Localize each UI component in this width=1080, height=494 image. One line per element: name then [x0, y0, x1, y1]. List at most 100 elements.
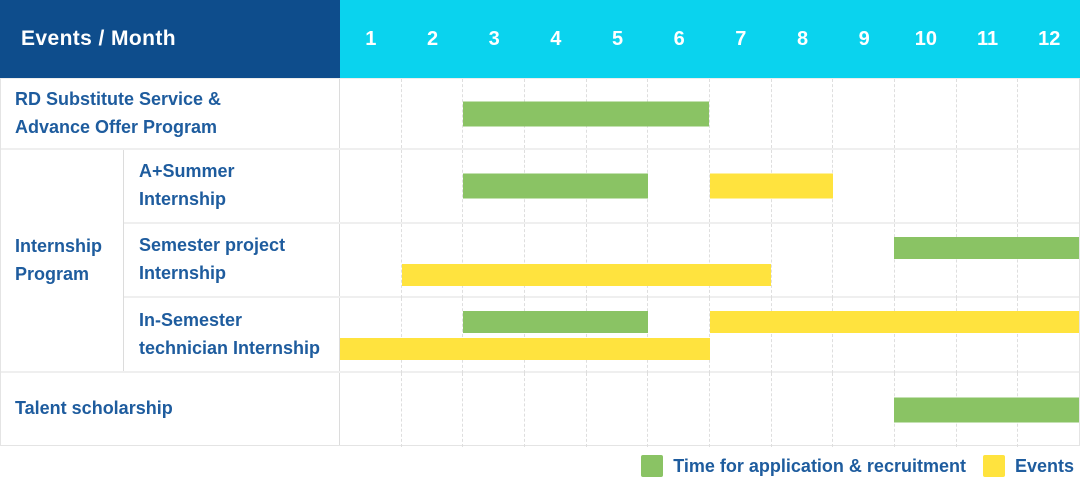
month-column	[770, 373, 833, 447]
month-column	[462, 298, 524, 373]
month-column	[770, 224, 833, 298]
month-column	[955, 224, 1018, 298]
month-column	[770, 79, 833, 148]
month-column	[894, 224, 956, 298]
group-label-internship-program: Internship Program	[1, 150, 124, 371]
month-column	[709, 298, 771, 373]
month-column	[832, 224, 894, 298]
month-column	[1017, 298, 1079, 373]
legend-swatch-event	[982, 455, 1005, 477]
month-column	[340, 79, 401, 148]
month-column	[400, 373, 463, 447]
month-column	[647, 373, 709, 447]
legend-item-event: Events	[982, 455, 1074, 477]
chart-area-talent-scholarship	[340, 373, 1079, 447]
event-bar	[401, 264, 772, 286]
month-grid	[340, 79, 1079, 148]
month-column	[585, 298, 648, 373]
month-column	[647, 298, 709, 373]
row-semester-project-internship: Semester project Internship	[124, 222, 1079, 298]
event-bar	[709, 173, 833, 199]
month-column	[647, 150, 709, 222]
month-column	[462, 373, 524, 447]
legend-swatch-application	[641, 455, 664, 477]
application-bar	[894, 237, 1079, 259]
month-label-12: 12	[1038, 27, 1061, 50]
chart-area-in-semester-technician-internship	[340, 298, 1079, 373]
month-label-11: 11	[976, 27, 999, 50]
month-column	[709, 224, 771, 298]
month-column	[524, 298, 586, 373]
event-bar	[709, 311, 1079, 333]
legend-label-event: Events	[1014, 455, 1074, 476]
chart-area-rd-substitute-service-advance-offer-program	[340, 79, 1079, 148]
row-label-semester-project-internship: Semester project Internship	[124, 224, 340, 296]
row-a-summer-internship: A+Summer Internship	[124, 150, 1079, 222]
month-column	[955, 79, 1018, 148]
legend-item-application: Time for application & recruitment	[641, 455, 966, 477]
row-rd-substitute-service-advance-offer-program: RD Substitute Service & Advance Offer Pr…	[1, 79, 1079, 148]
month-column	[340, 150, 401, 222]
row-talent-scholarship: Talent scholarship	[1, 371, 1079, 447]
month-column	[340, 298, 401, 373]
month-column	[894, 79, 956, 148]
month-column	[400, 298, 463, 373]
row-label-in-semester-technician-internship: In-Semester technician Internship	[124, 298, 340, 371]
month-column	[894, 298, 956, 373]
application-bar	[463, 311, 648, 333]
application-bar	[463, 101, 710, 126]
month-column	[340, 373, 401, 447]
month-label-7: 7	[735, 27, 747, 50]
header-title: Events / Month	[0, 0, 340, 78]
month-label-8: 8	[796, 27, 809, 50]
group-rows: A+Summer Internship Semester project Inte…	[124, 150, 1079, 373]
row-in-semester-technician-internship: In-Semester technician Internship	[124, 296, 1079, 373]
month-column	[524, 224, 586, 298]
month-column	[647, 224, 709, 298]
month-label-6: 6	[673, 27, 685, 50]
month-column	[585, 224, 648, 298]
application-bar	[894, 397, 1079, 423]
month-label-3: 3	[488, 27, 500, 50]
month-column	[770, 298, 833, 373]
month-label-4: 4	[550, 27, 562, 50]
application-bar	[463, 173, 648, 199]
month-column	[400, 150, 463, 222]
month-column	[709, 79, 771, 148]
month-label-5: 5	[611, 27, 624, 50]
legend-label-application: Time for application & recruitment	[673, 455, 966, 476]
event-bar	[340, 338, 710, 360]
month-column	[1017, 79, 1079, 148]
month-column	[894, 150, 956, 222]
month-column	[400, 79, 463, 148]
month-header: 1 2 3 4 5 6 7 8 9 10 11 12	[340, 0, 1080, 78]
month-column	[462, 224, 524, 298]
month-column	[832, 298, 894, 373]
month-column	[462, 79, 524, 148]
month-label-2: 2	[426, 27, 439, 50]
month-column	[585, 373, 648, 447]
month-column	[955, 298, 1018, 373]
month-column	[462, 150, 524, 222]
month-grid	[340, 224, 1079, 298]
month-column	[524, 373, 586, 447]
month-column	[1017, 150, 1079, 222]
month-column	[709, 373, 771, 447]
month-column	[832, 79, 894, 148]
legend: Time for application & recruitment Events	[641, 455, 1074, 477]
month-column	[400, 224, 463, 298]
row-label-rd-substitute-service-advance-offer-program: RD Substitute Service & Advance Offer Pr…	[1, 79, 340, 148]
month-column	[340, 224, 401, 298]
group-block-internship-program: Internship Program A+Summer Internship Sem…	[1, 148, 1079, 373]
table-body: RD Substitute Service & Advance Offer Pr…	[0, 78, 1080, 447]
month-label-1: 1	[365, 27, 377, 50]
row-label-talent-scholarship: Talent scholarship	[1, 373, 340, 445]
month-grid	[340, 298, 1079, 373]
month-label-10: 10	[914, 27, 937, 50]
row-label-a-summer-internship: A+Summer Internship	[124, 150, 340, 222]
chart-area-semester-project-internship	[340, 224, 1079, 298]
table-header: Events / Month 1 2 3 4 5 6 7 8 9 10 11 12	[0, 0, 1080, 78]
month-column	[955, 150, 1018, 222]
month-column	[832, 373, 894, 447]
